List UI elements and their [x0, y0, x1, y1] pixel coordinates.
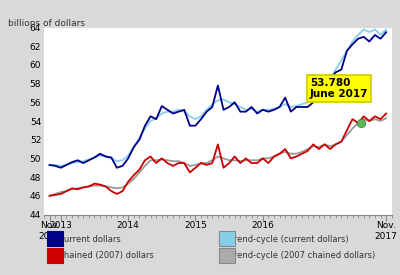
Text: Trend-cycle (current dollars): Trend-cycle (current dollars)	[230, 235, 349, 244]
Text: Trend-cycle (2007 chained dollars): Trend-cycle (2007 chained dollars)	[230, 251, 375, 260]
Text: 53.780
June 2017: 53.780 June 2017	[310, 78, 368, 100]
Text: billions of dollars: billions of dollars	[8, 19, 85, 28]
Text: Chained (2007) dollars: Chained (2007) dollars	[58, 251, 154, 260]
Text: Current dollars: Current dollars	[58, 235, 121, 244]
